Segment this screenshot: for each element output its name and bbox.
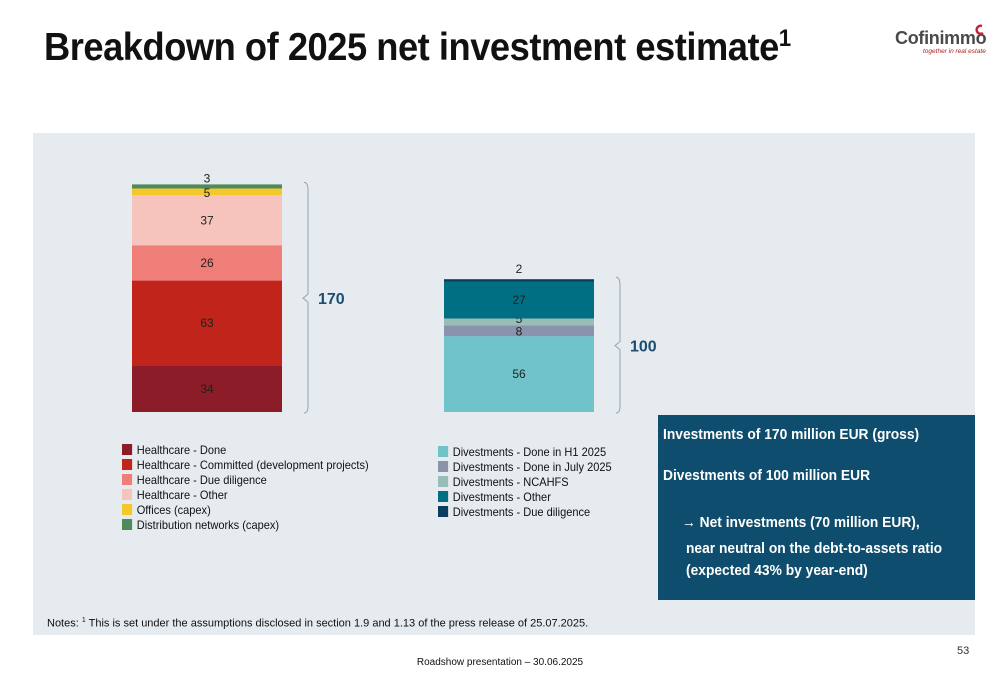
legend-label: Divestments - NCAHFS: [452, 474, 569, 489]
title-footnote-marker: 1: [778, 25, 791, 52]
summary-investments: Investments of 170 million EUR (gross): [663, 426, 920, 443]
legend-item: Healthcare - Done: [122, 442, 369, 457]
summary-net-text: Net investments (70 million EUR),: [699, 514, 920, 531]
legend-item: Divestments - Done in H1 2025: [438, 444, 612, 459]
logo-tagline: together in real estate: [923, 48, 986, 55]
data-label-1-9: 27: [512, 293, 526, 307]
bar-segment-0-3: [132, 195, 282, 246]
bar-segment-1-7: [444, 325, 594, 337]
legend-swatch: [438, 476, 449, 487]
data-label-1-6: 56: [512, 367, 526, 381]
data-label-0-1: 63: [200, 316, 214, 330]
data-label-1-10: 2: [516, 262, 523, 276]
legend-swatch: [438, 461, 449, 472]
legend-label: Distribution networks (capex): [136, 517, 280, 532]
summary-divestments: Divestments of 100 million EUR: [663, 467, 871, 484]
data-label-0-3: 37: [200, 213, 214, 227]
page-title: Breakdown of 2025 net investment estimat…: [44, 26, 791, 70]
legend-item: Healthcare - Committed (development proj…: [122, 457, 369, 472]
legend-item: Healthcare - Due diligence: [122, 472, 369, 487]
page-title-text: Breakdown of 2025 net investment estimat…: [44, 26, 779, 69]
arrow-icon: →: [682, 514, 696, 531]
legend-swatch: [122, 459, 133, 470]
legend-swatch: [122, 444, 133, 455]
legend-swatch: [122, 519, 133, 530]
bar-segment-0-0: [132, 365, 282, 412]
bar-segment-1-8: [444, 318, 594, 326]
bar-segment-0-5: [132, 184, 282, 189]
footnote: Notes: 1 This is set under the assumptio…: [47, 617, 588, 630]
stacked-bar-chart: 3463263753Investments 20251705685272Dive…: [132, 171, 657, 423]
logo-name: Cofinimmo: [895, 28, 987, 48]
summary-net-investments: → Net investments (70 million EUR),: [682, 514, 920, 531]
legend-investments: Healthcare - Done Healthcare - Committed …: [122, 442, 369, 532]
legend-swatch: [122, 489, 133, 500]
legend-item: Divestments - NCAHFS: [438, 474, 612, 489]
summary-expected: (expected 43% by year-end): [686, 562, 868, 579]
total-brace-1: [614, 276, 621, 414]
bar-segment-1-6: [444, 336, 594, 412]
logo-mark-icon: [975, 24, 984, 35]
legend-swatch: [438, 491, 449, 502]
legend-label: Healthcare - Other: [136, 487, 228, 502]
legend-label: Healthcare - Due diligence: [136, 472, 267, 487]
legend-swatch: [122, 474, 133, 485]
total-label-1: 100: [630, 339, 657, 356]
data-label-0-4: 5: [204, 186, 211, 200]
data-label-0-5: 3: [204, 171, 211, 185]
legend-label: Divestments - Due diligence: [452, 504, 591, 519]
cofinimmo-logo: Cofinimmo together in real estate: [895, 24, 987, 60]
summary-box: Investments of 170 million EUR (gross) D…: [658, 415, 975, 600]
data-label-1-8: 5: [516, 312, 523, 326]
bar-segment-0-1: [132, 280, 282, 366]
legend-label: Divestments - Other: [452, 489, 551, 504]
notes-prefix: Notes:: [47, 617, 82, 630]
bar-segment-0-2: [132, 245, 282, 281]
data-label-0-2: 26: [200, 256, 214, 270]
page-number: 53: [957, 645, 970, 657]
legend-item: Divestments - Due diligence: [438, 504, 612, 519]
legend-item: Divestments - Done in July 2025: [438, 459, 612, 474]
data-label-1-7: 8: [516, 325, 523, 339]
total-brace-0: [302, 181, 309, 414]
legend-label: Offices (capex): [136, 502, 211, 517]
notes-marker: 1: [81, 617, 86, 624]
legend-swatch: [438, 506, 449, 517]
legend-swatch: [438, 446, 449, 457]
bar-segment-1-10: [444, 279, 594, 282]
bar-segment-1-9: [444, 281, 594, 319]
category-label-0: Investments 2025: [157, 421, 257, 423]
legend-item: Divestments - Other: [438, 489, 612, 504]
legend-label: Divestments - Done in July 2025: [452, 459, 612, 474]
data-label-0-0: 34: [200, 382, 214, 396]
legend-divestments: Divestments - Done in H1 2025 Divestments…: [438, 444, 612, 519]
legend-swatch: [122, 504, 133, 515]
legend-label: Divestments - Done in H1 2025: [452, 444, 607, 459]
legend-item: Healthcare - Other: [122, 487, 369, 502]
notes-text: This is set under the assumptions disclo…: [85, 617, 589, 630]
footer-text: Roadshow presentation – 30.06.2025: [416, 657, 584, 668]
legend-label: Healthcare - Committed (development proj…: [136, 457, 369, 472]
legend-item: Distribution networks (capex): [122, 517, 369, 532]
legend-label: Healthcare - Done: [136, 442, 227, 457]
total-label-0: 170: [318, 291, 345, 308]
bar-segment-0-4: [132, 188, 282, 196]
summary-ratio: near neutral on the debt-to-assets ratio: [686, 540, 943, 557]
category-label-1: Divestments 2025: [468, 421, 570, 423]
legend-item: Offices (capex): [122, 502, 369, 517]
